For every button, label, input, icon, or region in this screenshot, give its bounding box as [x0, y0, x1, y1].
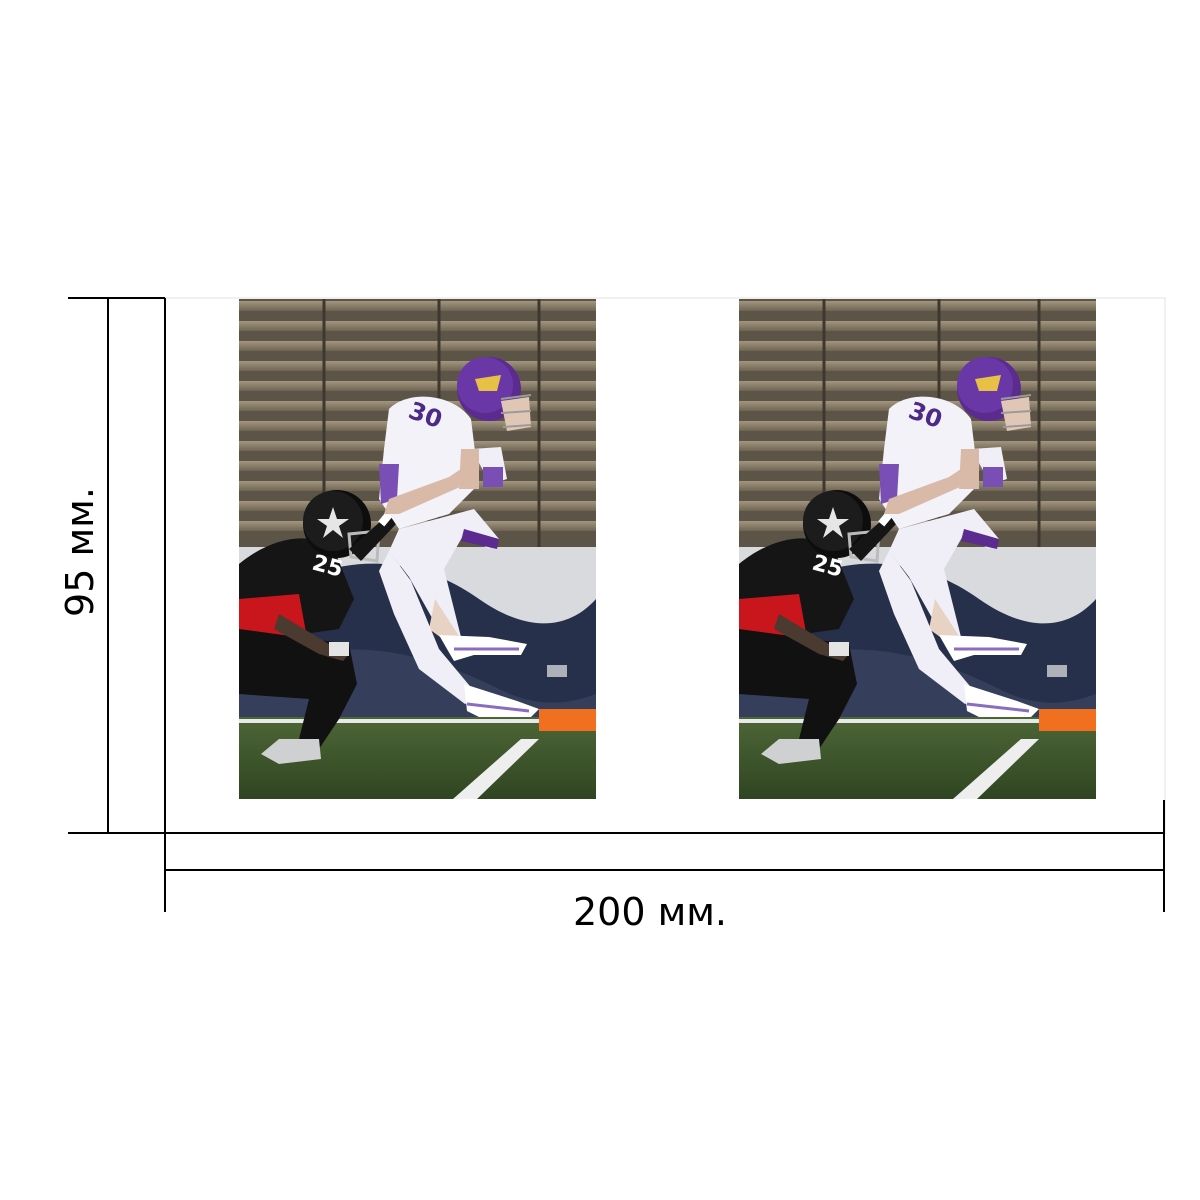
photo-panel-left [239, 299, 596, 799]
photo-panel-right [739, 299, 1096, 799]
width-label: 200 мм. [572, 890, 728, 934]
